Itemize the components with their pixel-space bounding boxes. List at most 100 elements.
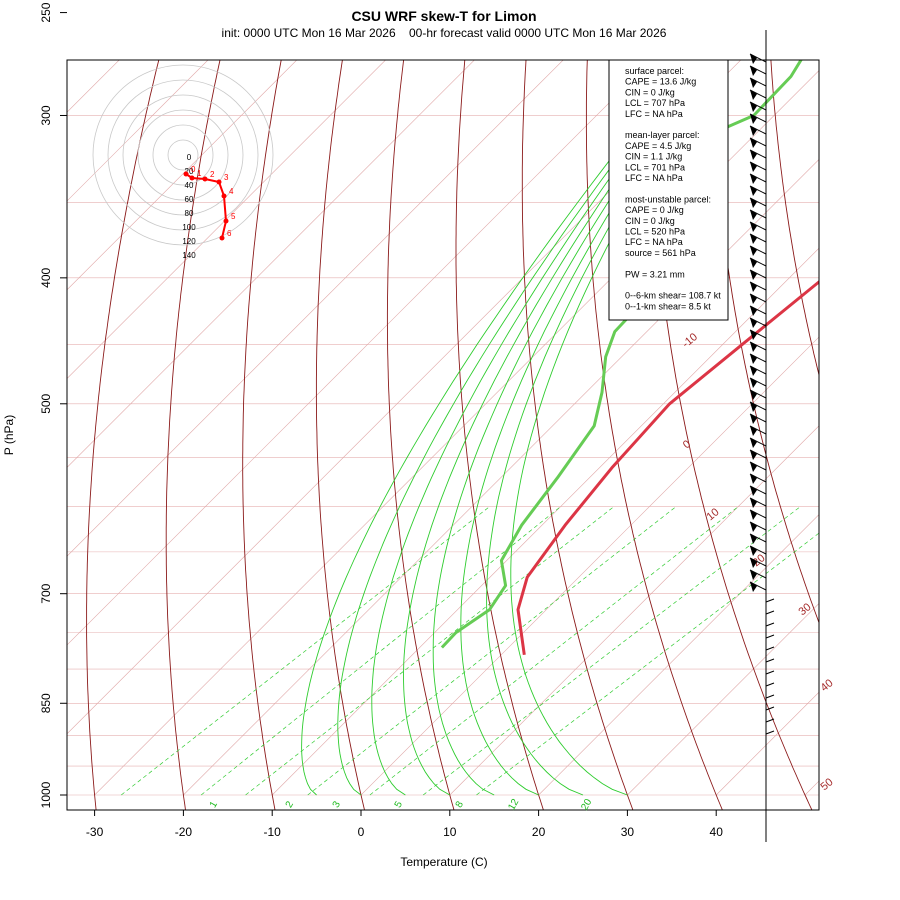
- isotherm-label: 40: [819, 677, 836, 694]
- wind-barb: [750, 294, 766, 304]
- wind-barb: [766, 707, 774, 710]
- stats-line: LCL = 707 hPa: [625, 98, 685, 108]
- y-axis-label: P (hPa): [2, 415, 16, 455]
- stats-line: CAPE = 4.5 J/kg: [625, 141, 691, 151]
- hodograph-ring: [93, 65, 273, 245]
- stats-line: CIN = 1.1 J/kg: [625, 152, 682, 162]
- isotherm-line: [95, 0, 900, 795]
- wind-barb: [750, 66, 766, 76]
- stats-line: LFC = NA hPa: [625, 237, 683, 247]
- wind-barb: [766, 671, 774, 674]
- wind-barb-shaft: [766, 671, 774, 674]
- wind-barb-shaft: [766, 707, 774, 710]
- y-tick-label: 850: [39, 693, 53, 713]
- hodograph-point: [222, 194, 227, 199]
- x-tick-label: -30: [86, 825, 104, 839]
- stats-line: LFC = NA hPa: [625, 109, 683, 119]
- wind-barb-shaft: [766, 599, 774, 602]
- x-tick-label: -20: [175, 825, 193, 839]
- dry-adiabat: [771, 60, 900, 810]
- stats-line: CIN = 0 J/kg: [625, 216, 675, 226]
- dry-adiabat: [893, 60, 900, 810]
- mixing-ratio-line: [246, 507, 614, 795]
- stats-line: 0--1-km shear= 8.5 kt: [625, 301, 711, 311]
- wind-barb: [766, 683, 774, 686]
- wind-barb: [766, 695, 774, 698]
- wind-barb-shaft: [766, 719, 774, 722]
- wind-barb: [750, 474, 766, 484]
- wind-barb: [750, 126, 766, 136]
- wind-barb: [750, 582, 766, 592]
- wind-barb-shaft: [766, 623, 774, 626]
- wind-barb: [750, 270, 766, 280]
- stats-line: 0--6-km shear= 108.7 kt: [625, 291, 721, 301]
- mixing-ratio-line: [121, 507, 489, 795]
- x-axis-label: Temperature (C): [400, 855, 487, 869]
- wind-barb: [750, 150, 766, 160]
- hodograph-point: [190, 176, 195, 181]
- hodograph-point: [203, 177, 208, 182]
- wind-barb-shaft: [766, 635, 774, 638]
- isotherm-label: 30: [797, 601, 814, 618]
- stats-line: surface parcel:: [625, 66, 684, 76]
- wind-barb: [750, 282, 766, 292]
- wind-barb: [750, 222, 766, 232]
- wind-barb: [766, 611, 774, 614]
- isotherm-label: 0: [681, 438, 693, 451]
- hodograph-point-label: 1: [197, 169, 202, 178]
- wind-barb: [750, 90, 766, 100]
- hodograph-ring-label: 140: [182, 251, 196, 260]
- wind-barb: [750, 186, 766, 196]
- chart-title: CSU WRF skew-T for Limon: [351, 8, 536, 24]
- hodograph-point-label: 3: [224, 173, 229, 182]
- hodograph-ring: [138, 110, 228, 200]
- stats-line: LFC = NA hPa: [625, 173, 683, 183]
- stats-line: source = 561 hPa: [625, 248, 696, 258]
- hodograph-point-label: 2: [210, 170, 215, 179]
- stats-line: LCL = 701 hPa: [625, 162, 685, 172]
- mixing-ratio-label: 3: [331, 799, 344, 810]
- isotherm-line: [183, 0, 900, 795]
- y-tick-label: 400: [39, 268, 53, 288]
- stats-line: CAPE = 0 J/kg: [625, 205, 684, 215]
- hodograph-ring-label: 80: [185, 209, 194, 218]
- hodograph-point-label: 6: [227, 229, 232, 238]
- mixing-ratio-label: 5: [393, 799, 406, 810]
- isotherm-label: -10: [680, 331, 700, 350]
- chart-subtitle: init: 0000 UTC Mon 16 Mar 2026 00-hr for…: [222, 26, 667, 40]
- stats-line: PW = 3.21 mm: [625, 269, 685, 279]
- wind-barb-shaft: [766, 659, 774, 662]
- wind-barb: [766, 623, 774, 626]
- hodograph-point: [217, 180, 222, 185]
- y-tick-label: 1000: [39, 781, 53, 808]
- wind-barb: [766, 635, 774, 638]
- wind-barb: [750, 198, 766, 208]
- y-tick-label: 700: [39, 583, 53, 603]
- wind-barb: [766, 719, 774, 722]
- y-tick-label: 250: [39, 2, 53, 22]
- wind-barb-shaft: [766, 695, 774, 698]
- wind-barb: [766, 731, 774, 734]
- mixing-ratio-label: 8: [454, 799, 467, 810]
- wind-barb: [750, 54, 766, 64]
- mixing-ratio-label: 2: [284, 799, 297, 810]
- wind-barb: [750, 234, 766, 244]
- x-tick-label: -10: [264, 825, 282, 839]
- hodograph-ring-label: 0: [187, 153, 192, 162]
- wind-barb: [750, 354, 766, 364]
- hodograph-ring-label: 40: [185, 181, 194, 190]
- wind-barb: [750, 570, 766, 580]
- stats-line: CAPE = 13.6 J/kg: [625, 77, 696, 87]
- wind-barb: [766, 599, 774, 602]
- hodograph-point: [220, 236, 225, 241]
- stats-line: CIN = 0 J/kg: [625, 87, 675, 97]
- x-tick-label: 10: [443, 825, 457, 839]
- x-tick-label: 0: [358, 825, 365, 839]
- wind-barb: [750, 510, 766, 520]
- dry-adiabat: [832, 60, 900, 810]
- wind-barb: [750, 174, 766, 184]
- dry-adiabat: [243, 60, 282, 810]
- hodograph-ring: [108, 80, 258, 230]
- wind-barb: [750, 450, 766, 460]
- wind-barb: [766, 659, 774, 662]
